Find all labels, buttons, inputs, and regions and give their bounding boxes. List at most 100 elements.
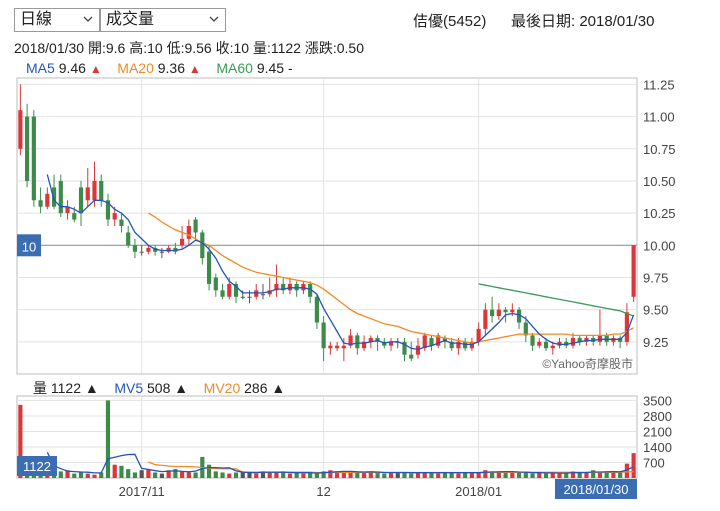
volume-bar <box>139 470 144 478</box>
candle-body <box>523 322 528 336</box>
volume-bar <box>382 473 387 478</box>
volume-bar <box>537 472 542 478</box>
volume-bar <box>564 472 569 478</box>
candle-body <box>25 116 30 181</box>
volume-bar <box>463 472 468 478</box>
volume-bar <box>328 470 333 478</box>
indicator-select[interactable]: 成交量 <box>100 8 226 32</box>
mv20-line <box>148 461 634 474</box>
indicator-select-value: 成交量 <box>106 11 155 28</box>
candle-body <box>267 290 272 295</box>
volume-bar <box>308 472 313 478</box>
volume-bar <box>65 470 70 478</box>
volume-bar <box>456 473 461 478</box>
candle-body <box>604 335 609 342</box>
volume-bar <box>314 473 319 478</box>
date-cursor-tag-text: 2018/01/30 <box>563 482 628 497</box>
candle-body <box>112 213 117 220</box>
volume-bar <box>105 400 111 478</box>
volume-bar <box>591 470 596 478</box>
volume-bar <box>294 472 299 478</box>
volume-bar <box>153 472 158 478</box>
chevron-down-icon <box>209 16 219 22</box>
candle-body <box>321 322 326 349</box>
volume-bar <box>99 472 104 478</box>
candle-body <box>314 296 319 323</box>
candle-body <box>92 180 97 201</box>
candle-body <box>227 283 232 297</box>
volume-bar <box>543 473 549 478</box>
volume-bar <box>348 472 353 478</box>
volume-bar <box>281 471 286 478</box>
volume-bar <box>483 470 488 478</box>
volume-cursor-tag: 1122 <box>17 456 57 476</box>
volume-bar <box>618 472 623 478</box>
candle-body <box>220 290 225 297</box>
candle-body <box>146 247 151 252</box>
candle-body <box>436 335 441 346</box>
volume-legend: 量 1122 ▲ MV5 508 ▲ MV20 286 ▲ <box>33 378 285 398</box>
candle-body <box>429 337 434 346</box>
volume-bar <box>490 471 495 478</box>
mv5-label: MV5 <box>114 380 144 396</box>
volume-bar <box>368 471 373 478</box>
volume-bar <box>557 473 562 478</box>
date-cursor-tag: 2018/01/30 <box>555 479 637 499</box>
volume-tick-label: 700 <box>643 455 665 470</box>
candle-body <box>159 251 164 253</box>
candle-body <box>58 180 63 214</box>
ohlc-line: 2018/01/30 開:9.6 高:10 低:9.56 收:10 量:1122… <box>14 38 364 58</box>
candle-body <box>18 110 23 149</box>
candle-body <box>422 335 427 349</box>
volume-bar <box>78 472 84 478</box>
volume-bar <box>584 472 589 478</box>
volume-bar <box>510 472 515 478</box>
candle-body <box>496 309 501 317</box>
candle-body <box>301 283 306 291</box>
volume-bar <box>287 473 293 478</box>
volume-bar <box>395 472 400 478</box>
candle-body <box>72 213 77 220</box>
candle-body <box>31 116 36 201</box>
volume-bar <box>523 472 528 478</box>
mv20-value: 286 ▲ <box>244 380 286 396</box>
volume-tick-label: 1400 <box>643 440 672 455</box>
candle-body <box>516 309 522 323</box>
volume-bar <box>415 472 421 478</box>
volume-bar <box>267 472 272 478</box>
ma60-value: 9.45 <box>256 60 285 76</box>
period-select-value: 日線 <box>20 11 53 28</box>
candle-body <box>119 219 124 226</box>
volume-bar <box>85 473 90 478</box>
ma-legend: MA5 9.46 ▲ MA20 9.36 ▲ MA60 9.45 - <box>26 60 293 76</box>
candle-body <box>402 341 407 355</box>
candle-body <box>368 337 373 342</box>
period-select[interactable]: 日線 <box>14 8 100 32</box>
volume-bar <box>146 469 151 478</box>
volume-bar <box>166 470 171 478</box>
candle-body <box>577 337 582 342</box>
price-tick-label: 9.50 <box>643 303 668 318</box>
candle-body <box>240 296 245 298</box>
volume-bar <box>112 464 117 478</box>
candle-body <box>503 309 508 313</box>
candle-body <box>200 232 205 259</box>
candle-body <box>308 283 313 297</box>
volume-bar <box>206 464 212 478</box>
volume-bar <box>422 472 427 478</box>
volume-bar <box>597 472 603 478</box>
chevron-down-icon <box>83 16 93 22</box>
candle-body <box>597 335 603 342</box>
candle-body <box>213 277 218 291</box>
ohlc-open: 開:9.6 <box>87 40 126 56</box>
volume-bar <box>476 472 481 478</box>
volume-bar <box>611 471 616 478</box>
volume-bar <box>260 471 266 478</box>
candle-body <box>85 187 90 201</box>
candle-body <box>193 219 198 233</box>
volume-bar <box>402 472 407 478</box>
candle-body <box>254 290 259 297</box>
ohlc-date: 2018/01/30 <box>14 40 85 56</box>
candle-body <box>530 335 535 346</box>
